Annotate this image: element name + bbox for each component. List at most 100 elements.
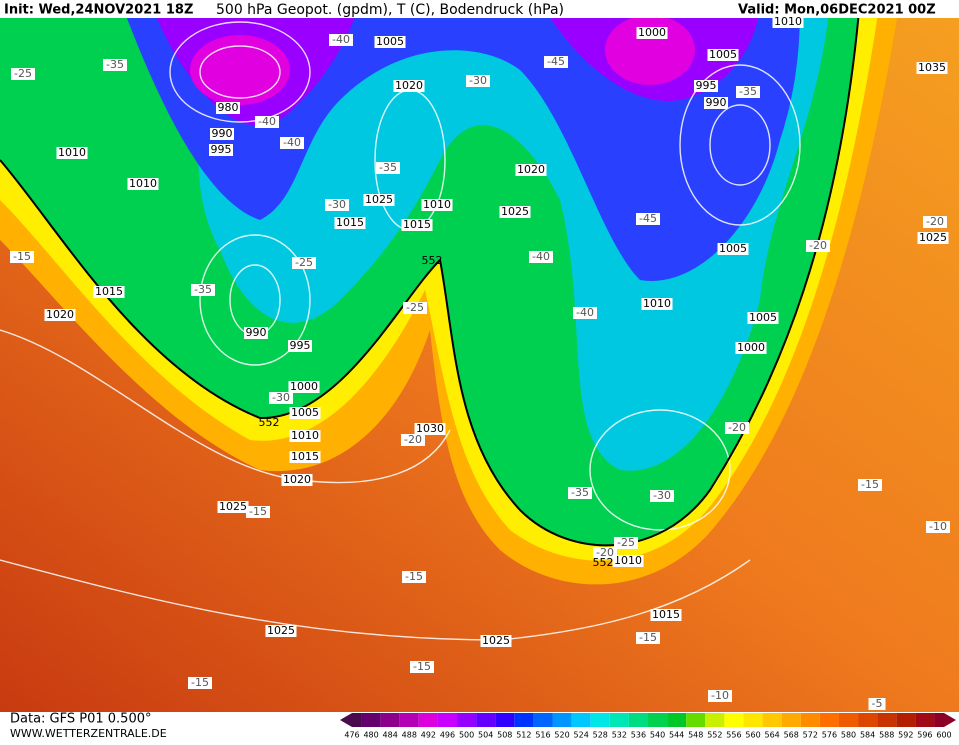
temperature-label-box (568, 487, 592, 499)
isobar-label: 1025 (267, 624, 295, 637)
temperature-label-box (544, 56, 568, 68)
colorbar-swatch (667, 713, 687, 727)
isobar-label-box (127, 178, 159, 190)
isobar-label: 1015 (403, 218, 431, 231)
colorbar-label: 508 (497, 731, 512, 740)
temperature-label-box (858, 479, 882, 491)
temperature-label: -20 (809, 239, 827, 252)
colorbar-label: 504 (478, 731, 493, 740)
map-title: 500 hPa Geopot. (gpdm), T (C), Bodendruc… (216, 2, 564, 18)
colorbar-swatch (762, 713, 782, 727)
temperature-label: -25 (617, 536, 635, 549)
geopotential-label: 552 (259, 416, 280, 429)
colorbar-swatch (552, 713, 572, 727)
isobar-label-box (217, 501, 249, 513)
isobar-label: 990 (212, 127, 233, 140)
temperature-label-box (593, 547, 617, 559)
colorbar-swatch (648, 713, 668, 727)
isobar-label: 1015 (95, 285, 123, 298)
temperature-label-box (926, 521, 950, 533)
isobar-label: 1000 (290, 380, 318, 393)
temperature-label-box (191, 284, 215, 296)
temperature-label: -25 (406, 301, 424, 314)
colorbar-swatch (838, 713, 859, 727)
isobar-label: 990 (706, 96, 727, 109)
isobar-label: 990 (246, 326, 267, 339)
colorbar-label: 496 (440, 731, 455, 740)
temperature-label-box (573, 307, 597, 319)
colorbar-label: 576 (822, 731, 837, 740)
colorbar-label: 484 (383, 731, 398, 740)
colorbar-label: 532 (612, 731, 627, 740)
colorbar-label: 488 (402, 731, 417, 740)
temperature-label: -40 (332, 33, 350, 46)
temperature-label: -35 (739, 85, 757, 98)
temperature-label-box (868, 698, 886, 710)
isobar-label: 1010 (774, 15, 802, 28)
temperature-label-box (736, 86, 760, 98)
isobar-label-box (289, 407, 321, 419)
isobar-label: 1000 (737, 341, 765, 354)
isobar-label: 995 (696, 79, 717, 92)
temperature-label-box (403, 302, 427, 314)
colorbar-swatch (495, 713, 515, 727)
temperature-label: -35 (379, 161, 397, 174)
isobar-label-box (44, 309, 76, 321)
colorbar-label: 540 (650, 731, 665, 740)
temperature-label: -30 (272, 391, 290, 404)
isobar-label: 1025 (482, 634, 510, 647)
isobar-label: 1000 (638, 26, 666, 39)
colorbar-swatch (781, 713, 801, 727)
isobar-label-box (289, 430, 321, 442)
isobar-label-box (707, 49, 739, 61)
temperature-label-box (614, 537, 638, 549)
colorbar-swatch (743, 713, 763, 727)
temperature-label: -45 (547, 55, 565, 68)
colorbar-swatch (533, 713, 553, 727)
temperature-label: -30 (469, 74, 487, 87)
isobar-label: 1020 (283, 473, 311, 486)
isobar-label: 1010 (129, 177, 157, 190)
isobar-label-box (694, 80, 718, 92)
colorbar-label: 492 (421, 731, 436, 740)
colorbar-swatch (571, 713, 591, 727)
colorbar-swatch (896, 713, 916, 727)
temperature-label-box (292, 257, 316, 269)
isobar-label-box (334, 217, 366, 229)
temperature-label: -25 (295, 256, 313, 269)
isobar-label-box (641, 298, 673, 310)
colorbar-label: 520 (554, 731, 569, 740)
temperature-label: -5 (872, 697, 883, 710)
colorbar-swatch (858, 713, 878, 727)
temperature-label: -35 (106, 58, 124, 71)
isobar-label-box (421, 199, 453, 211)
colorbar-swatch (686, 713, 706, 727)
isobar-label: 1010 (643, 297, 671, 310)
colorbar-swatch (418, 713, 438, 727)
colorbar-label: 592 (898, 731, 913, 740)
colorbar-label: 500 (459, 731, 474, 740)
temperature-label: -15 (413, 660, 431, 673)
temperature-label-box (806, 240, 830, 252)
isobar-label: 1005 (709, 48, 737, 61)
isobar-label: 1015 (336, 216, 364, 229)
isobar-label-box (289, 451, 321, 463)
temperature-label: -10 (929, 520, 947, 533)
colorbar-swatch (361, 713, 381, 727)
isobar-label-box (363, 194, 395, 206)
colorbar-label: 600 (936, 731, 951, 740)
header-bar (0, 0, 959, 18)
isobar-label: 1025 (501, 205, 529, 218)
isobar-label: 1030 (416, 422, 444, 435)
colorbar-label: 512 (516, 731, 531, 740)
temperature-label: -40 (576, 306, 594, 319)
colorbar-label: 544 (669, 731, 684, 740)
colorbar-swatch (877, 713, 897, 727)
isobar-label-box (265, 625, 297, 637)
temperature-label: -15 (639, 631, 657, 644)
isobar-label-box (650, 609, 682, 621)
colorbar-end (340, 713, 352, 727)
colorbar-swatch (819, 713, 839, 727)
colorbar-swatch (590, 713, 610, 727)
